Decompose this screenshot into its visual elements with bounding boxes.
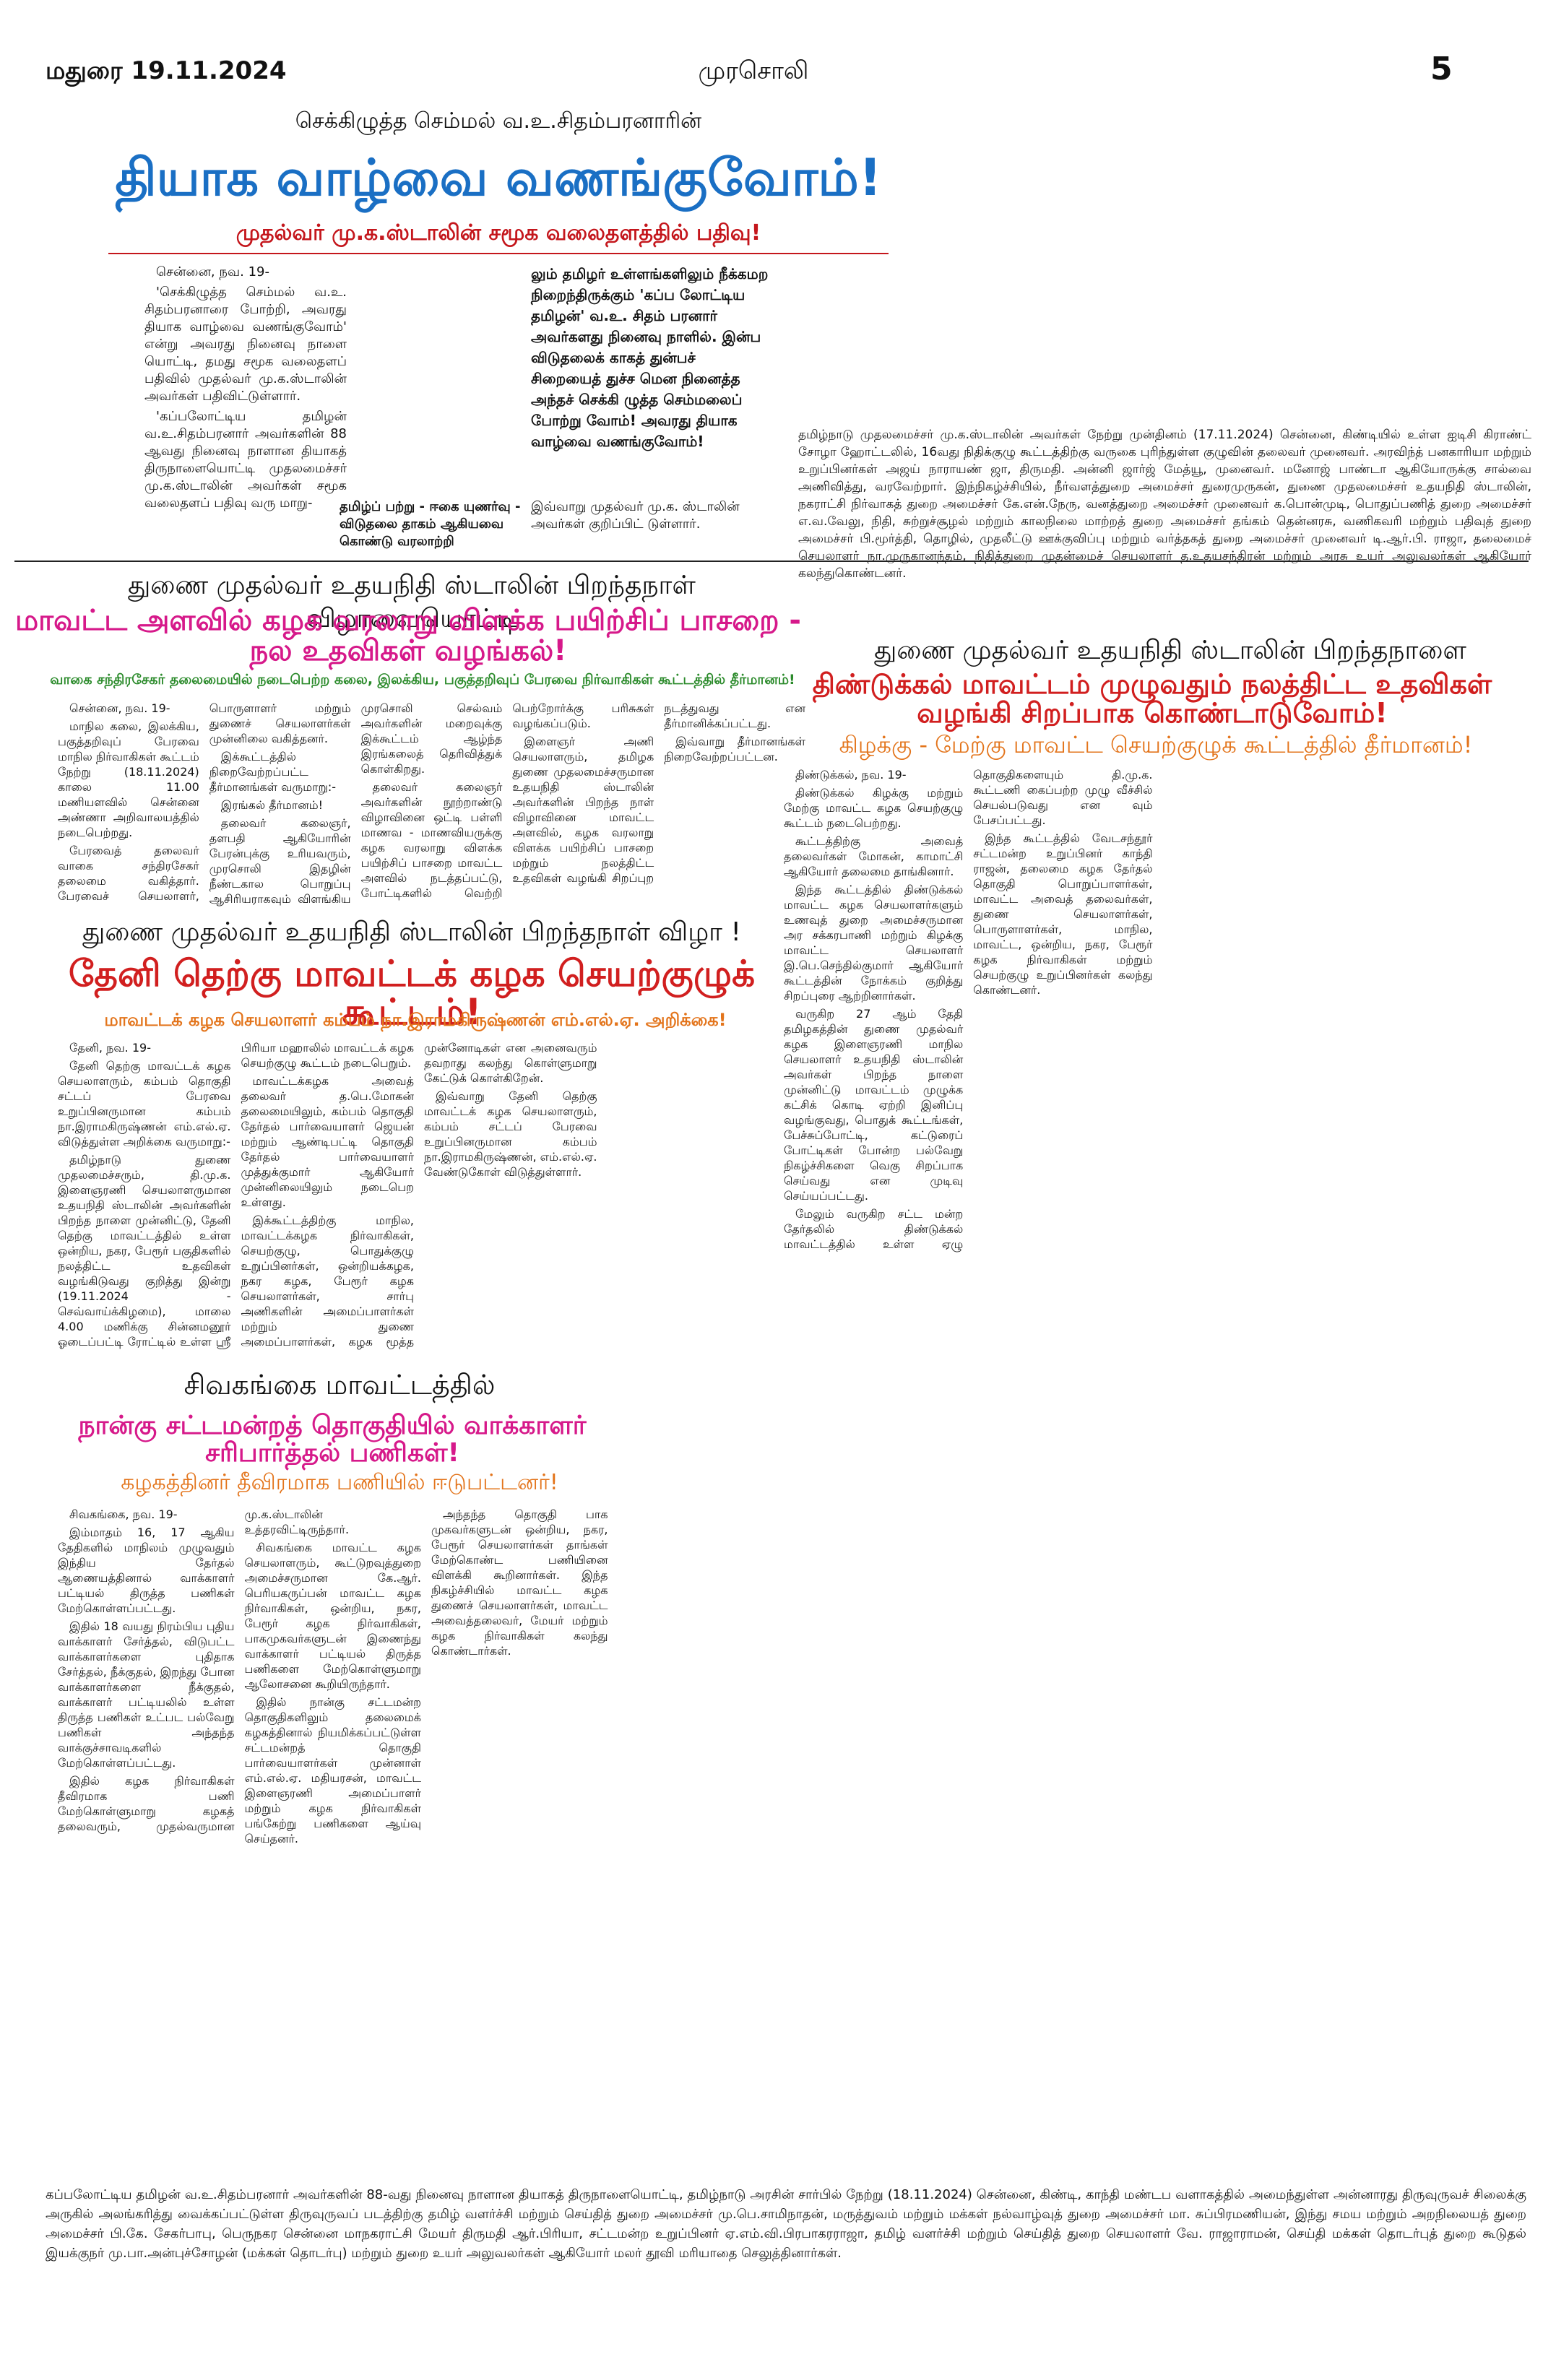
paragraph: திண்டுக்கல் கிழக்கு மற்றும் மேற்கு மாவட்… xyxy=(784,786,964,830)
kicker: சிவகங்கை மாவட்டத்தில் xyxy=(183,1369,496,1401)
article-body: சென்னை, நவ. 19- 'செக்கிழுத்த செம்மல் வ.உ.… xyxy=(144,264,347,511)
paragraph: இதில் நான்கு சட்டமன்ற தொகுதிகளிலும் தலைம… xyxy=(244,1695,422,1845)
article-body: தேனி, நவ. 19- தேனி தெற்கு மாவட்டக் கழக செ… xyxy=(58,1040,780,1358)
kicker: துணை முதல்வர் உதயநிதி ஸ்டாலின் பிறந்தநாள… xyxy=(82,917,741,947)
paragraph: சிவகங்கை, நவ. 19- xyxy=(69,1507,178,1521)
paragraph: இளைஞர் அணி செயலாளரும், தமிழக துணை முதலமை… xyxy=(512,701,805,885)
kicker: செக்கிழுத்த செம்மல் வ.உ.சிதம்பரனாரின் xyxy=(295,108,702,134)
paragraph: மேலும் வருகிற சட்ட மன்ற தேர்தலில் திண்டு… xyxy=(784,768,1153,1251)
bottom-caption: கப்பலோட்டிய தமிழன் வ.உ.சிதம்பரனார் அவர்க… xyxy=(46,2187,1526,2261)
paragraph: தேனி தெற்கு மாவட்டக் கழக செயலாளரும், கம்… xyxy=(58,1059,231,1148)
paragraph: அந்தந்த தொகுதி பாக முகவர்களுடன் ஒன்றிய, … xyxy=(431,1507,608,1658)
paragraph: சிவகங்கை மாவட்ட கழக செயலாளரும், கூட்டுறவ… xyxy=(244,1541,422,1691)
city-date: மதுரை 19.11.2024 xyxy=(46,56,287,85)
headline: தியாக வாழ்வை வணங்குவோம்! xyxy=(115,148,882,207)
highlight-box: லும் தமிழர் உள்ளங்களிலும் நீக்கமற நிறைந்… xyxy=(531,265,769,450)
paragraph: இவ்வாறு தீர்மானங்கள் நிறைவேற்றப்பட்டன. xyxy=(664,735,805,763)
paragraph: தமிழ்நாடு துணை முதலமைச்சரும், தி.மு.க. இ… xyxy=(58,1041,414,1349)
article-body: சிவகங்கை, நவ. 19- இம்மாதம் 16, 17 ஆகிய தே… xyxy=(58,1507,795,1861)
headline: மாவட்ட அளவில் கழக வரலாறு விளக்க பயிற்சிப… xyxy=(14,604,802,667)
kicker: துணை முதல்வர் உதயநிதி ஸ்டாலின் பிறந்தநாள… xyxy=(874,636,1466,665)
paragraph: 'கப்பலோட்டிய தமிழன் வ.உ.சிதம்பரனார் அவர்… xyxy=(144,409,347,511)
subhead: மாவட்டக் கழக செயலாளர் கம்பம் நா.இராமகிரு… xyxy=(104,1010,727,1030)
kicker: துணை முதல்வர் உதயநிதி ஸ்டாலின் பிறந்தநாள… xyxy=(128,571,696,633)
paragraph: மாநில கலை, இலக்கிய, பகுத்தறிவுப் பேரவை ம… xyxy=(58,719,199,839)
paragraph: சென்னை, நவ. 19- xyxy=(156,264,269,280)
paragraph: இவ்வாறு தேனி தெற்கு மாவட்டக் கழக செயலாளர… xyxy=(424,1089,597,1179)
paragraph: இக்கூட்டத்திற்கு மாநில, மாவட்டக்கழக நிர்… xyxy=(241,1041,597,1349)
article-body: சென்னை, நவ. 19- மாநில கலை, இலக்கிய, பகுத்… xyxy=(58,701,805,910)
paragraph: திண்டுக்கல், நவ. 19- xyxy=(795,768,907,782)
paragraph: பேரவைத் தலைவர் வாகை சந்திரசேகர் தலைமை வக… xyxy=(58,701,351,903)
headline: நான்கு சட்டமன்றத் தொகுதியில் வாக்காளர் ச… xyxy=(78,1411,587,1468)
paragraph: இதில் கழக நிர்வாகிகள் தீவிரமாக பணி மேற்க… xyxy=(58,1507,350,1833)
subhead: வாகை சந்திரசேகர் தலைமையில் நடைபெற்ற கலை,… xyxy=(50,672,795,688)
paragraph: தலைவர் கலைஞர், தளபதி ஆகியோரின் பேரன்புக்… xyxy=(209,701,503,906)
paragraph: இந்த கூட்டத்தில் வேடசந்தூர் சட்டமன்ற உறு… xyxy=(973,831,1153,997)
paragraph: இதில் 18 வயது நிரம்பிய புதிய வாக்காளர் ச… xyxy=(58,1619,235,1770)
paragraph: 'செக்கிழுத்த செம்மல் வ.உ. சிதம்பரனாரை போ… xyxy=(144,285,347,404)
paragraph: இம்மாதம் 16, 17 ஆகிய தேதிகளில் மாநிலம் ம… xyxy=(58,1526,235,1615)
paragraph: தலைவர் கலைஞர் அவர்களின் நூற்றாண்டு விழாவ… xyxy=(360,701,654,900)
page-number: 5 xyxy=(1430,51,1453,87)
paragraph: கூட்டத்திற்கு அவைத் தலைவர்கள் மோகன், காம… xyxy=(784,834,964,878)
paragraph: வருகிற 27 ஆம் தேதி தமிழகத்தின் துணை முதல… xyxy=(784,1007,964,1203)
paragraph: இக்கூட்டத்தில் நிறைவேற்றப்பட்ட தீர்மானங்… xyxy=(209,750,337,794)
subhead: கழகத்தினர் தீவிரமாக பணியில் ஈடுபட்டனர்! xyxy=(121,1470,558,1495)
article-body: திண்டுக்கல், நவ. 19- திண்டுக்கல் கிழக்கு … xyxy=(784,767,1531,1258)
subhead: முதல்வர் மு.க.ஸ்டாலின் சமூக வலைதளத்தில் … xyxy=(108,220,889,254)
paper-name: முரசொலி xyxy=(698,56,809,85)
headline: தேனி தெற்கு மாவட்டக் கழக செயற்குழுக் கூட… xyxy=(68,953,756,1033)
photo-caption: தமிழ்நாடு முதலமைச்சர் மு.க.ஸ்டாலின் அவர்… xyxy=(798,428,1531,581)
paragraph: இந்த கூட்டத்தில் திண்டுக்கல் மாவட்ட கழக … xyxy=(784,883,964,1003)
article-bridge: தமிழ்ப் பற்று - ஈகை யுணர்வு - விடுதலை தா… xyxy=(340,499,521,549)
paragraph: சென்னை, நவ. 19- xyxy=(69,701,170,715)
subhead: கிழக்கு - மேற்கு மாவட்ட செயற்குழுக் கூட்… xyxy=(839,731,1473,758)
paragraph: தேனி, நவ. 19- xyxy=(69,1041,151,1055)
headline: திண்டுக்கல் மாவட்டம் முழுவதும் நலத்திட்ட… xyxy=(812,668,1492,729)
article-closing: இவ்வாறு முதல்வர் மு.க. ஸ்டாலின் அவர்கள் … xyxy=(531,499,740,532)
paragraph: மாவட்டக்கழக அவைத் தலைவர் த.பெ.மோகன் தலைம… xyxy=(241,1074,415,1209)
paragraph: இரங்கல் தீர்மானம்! xyxy=(220,798,324,812)
